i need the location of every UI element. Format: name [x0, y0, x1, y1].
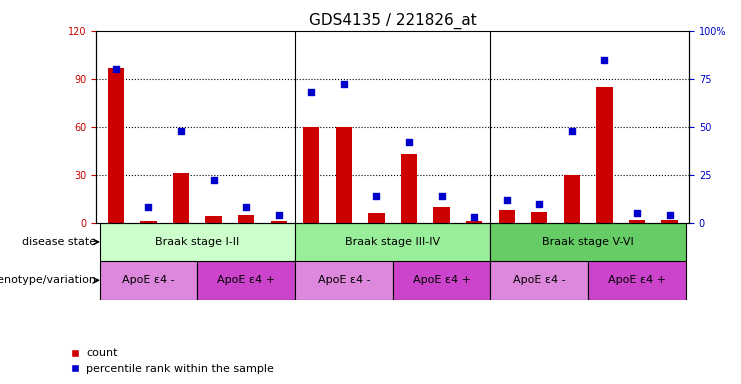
Point [338, 81, 350, 88]
Bar [629, 220, 645, 223]
Bar [466, 221, 482, 223]
Bar [295, 261, 393, 300]
Bar [107, 68, 124, 223]
Text: ApoE ε4 +: ApoE ε4 + [608, 275, 666, 285]
Bar [491, 261, 588, 300]
Point [370, 193, 382, 199]
Text: genotype/variation: genotype/variation [0, 275, 96, 285]
Text: ApoE ε4 +: ApoE ε4 + [217, 275, 275, 285]
Bar [270, 221, 287, 223]
Bar [99, 261, 197, 300]
Bar [393, 261, 491, 300]
Text: Braak stage I-II: Braak stage I-II [155, 237, 239, 247]
Point [501, 197, 513, 203]
Point [534, 200, 545, 207]
Bar [662, 220, 678, 223]
Text: Braak stage V-VI: Braak stage V-VI [542, 237, 634, 247]
Title: GDS4135 / 221826_at: GDS4135 / 221826_at [309, 13, 476, 29]
Bar [99, 223, 295, 261]
Text: ApoE ε4 -: ApoE ε4 - [318, 275, 370, 285]
Bar [597, 87, 613, 223]
Bar [205, 216, 222, 223]
Point [273, 212, 285, 218]
Point [566, 127, 578, 134]
Point [240, 204, 252, 210]
Point [403, 139, 415, 145]
Point [664, 212, 676, 218]
Legend: count, percentile rank within the sample: count, percentile rank within the sample [64, 344, 279, 379]
Bar [499, 210, 515, 223]
Text: ApoE ε4 -: ApoE ε4 - [122, 275, 175, 285]
Point [207, 177, 219, 184]
Point [468, 214, 480, 220]
Bar [368, 213, 385, 223]
Bar [197, 261, 295, 300]
Point [436, 193, 448, 199]
Point [175, 127, 187, 134]
Point [631, 210, 643, 216]
Point [110, 66, 122, 72]
Text: ApoE ε4 +: ApoE ε4 + [413, 275, 471, 285]
Bar [491, 223, 686, 261]
Bar [336, 127, 352, 223]
Point [305, 89, 317, 95]
Bar [303, 127, 319, 223]
Point [142, 204, 154, 210]
Bar [433, 207, 450, 223]
Bar [295, 223, 491, 261]
Text: disease state: disease state [22, 237, 96, 247]
Text: Braak stage III-IV: Braak stage III-IV [345, 237, 440, 247]
Bar [564, 175, 580, 223]
Point [599, 56, 611, 63]
Bar [531, 212, 548, 223]
Bar [588, 261, 686, 300]
Bar [173, 173, 189, 223]
Bar [140, 221, 156, 223]
Text: ApoE ε4 -: ApoE ε4 - [513, 275, 565, 285]
Bar [238, 215, 254, 223]
Bar [401, 154, 417, 223]
